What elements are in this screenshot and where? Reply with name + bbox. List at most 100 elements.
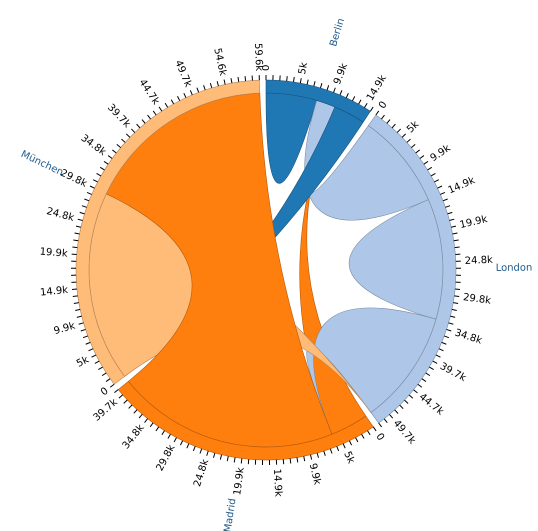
tick-label: 29.8k bbox=[155, 443, 178, 473]
tick-mark bbox=[364, 103, 368, 108]
tick-label: 54.6k bbox=[211, 47, 228, 77]
tick-mark bbox=[75, 225, 81, 228]
tick-mark bbox=[411, 144, 416, 149]
tick-mark bbox=[82, 335, 88, 339]
tick-mark bbox=[449, 218, 455, 221]
tick-label: 24.8k bbox=[465, 255, 494, 267]
tick-mark bbox=[339, 90, 343, 96]
tick-mark bbox=[77, 218, 83, 221]
tick-label: 9.9k bbox=[53, 320, 77, 337]
tick-label: 39.7k bbox=[438, 361, 468, 384]
tick-mark bbox=[437, 185, 443, 189]
tick-label: 9.9k bbox=[307, 462, 323, 486]
tick-mark bbox=[303, 456, 306, 462]
tick-mark bbox=[326, 85, 330, 91]
tick-mark bbox=[116, 144, 121, 149]
tick-mark bbox=[76, 315, 82, 318]
tick-mark bbox=[399, 404, 404, 409]
tick-mark bbox=[451, 308, 457, 311]
tick-mark bbox=[421, 378, 427, 382]
tick-label: 24.8k bbox=[45, 206, 75, 224]
tick-mark bbox=[306, 79, 309, 85]
tick-mark bbox=[79, 211, 85, 215]
tick-mark bbox=[319, 83, 323, 89]
tick-mark bbox=[441, 341, 447, 345]
tick-label: 5k bbox=[75, 354, 91, 369]
tick-mark bbox=[167, 433, 171, 439]
tick-mark bbox=[375, 110, 380, 116]
tick-mark bbox=[313, 81, 316, 87]
tick-mark bbox=[73, 302, 79, 304]
tick-mark bbox=[394, 409, 399, 414]
chords-layer bbox=[88, 92, 444, 448]
tick-label: 44.7k bbox=[136, 77, 161, 107]
tick-mark bbox=[434, 179, 440, 183]
tick-label: 0 bbox=[99, 386, 111, 399]
tick-mark bbox=[89, 185, 95, 189]
tick-label: 49.7k bbox=[172, 59, 193, 89]
group-label-münchen: München bbox=[19, 149, 65, 179]
tick-mark bbox=[98, 366, 103, 371]
tick-mark bbox=[329, 448, 333, 454]
tick-mark bbox=[125, 133, 131, 138]
tick-mark bbox=[419, 155, 425, 159]
tick-mark bbox=[183, 92, 187, 98]
tick-mark bbox=[85, 341, 91, 345]
tick-label: 39.7k bbox=[91, 397, 120, 424]
tick-mark bbox=[345, 93, 349, 99]
group-arc-münchen[interactable] bbox=[75, 79, 261, 385]
tick-mark bbox=[199, 448, 203, 454]
tick-mark bbox=[99, 166, 105, 171]
tick-mark bbox=[114, 389, 119, 394]
tick-label: 44.7k bbox=[417, 391, 446, 417]
group-label-berlin: Berlin bbox=[328, 17, 347, 48]
tick-mark bbox=[289, 458, 292, 464]
tick-mark bbox=[158, 106, 163, 112]
tick-mark bbox=[226, 456, 229, 462]
tick-mark bbox=[408, 394, 414, 399]
tick-mark bbox=[446, 328, 452, 332]
tick-mark bbox=[152, 110, 157, 116]
tick-mark bbox=[72, 246, 78, 249]
tick-label: 39.7k bbox=[105, 102, 132, 130]
tick-label: 49.7k bbox=[391, 418, 418, 447]
tick-label: 59.6k bbox=[252, 43, 264, 72]
tick-mark bbox=[429, 366, 434, 371]
tick-mark bbox=[203, 85, 206, 91]
tick-mark bbox=[149, 422, 154, 428]
group-arc-berlin[interactable] bbox=[265, 79, 371, 123]
tick-mark bbox=[423, 160, 429, 165]
tick-mark bbox=[367, 430, 371, 436]
tick-mark bbox=[144, 418, 149, 423]
tick-mark bbox=[372, 426, 377, 432]
tick-mark bbox=[112, 149, 117, 154]
tick-mark bbox=[96, 173, 102, 177]
tick-mark bbox=[121, 138, 126, 143]
tick-mark bbox=[293, 76, 295, 83]
tick-label: 19.9k bbox=[39, 246, 68, 259]
tick-mark bbox=[105, 378, 111, 382]
tick-mark bbox=[107, 155, 113, 159]
tick-mark bbox=[358, 99, 362, 105]
tick-mark bbox=[216, 81, 219, 87]
tick-mark bbox=[445, 205, 451, 208]
group-arc-madrid[interactable] bbox=[117, 380, 374, 461]
tick-mark bbox=[333, 87, 336, 93]
tick-mark bbox=[101, 372, 107, 377]
tick-label: 29.8k bbox=[462, 292, 491, 307]
tick-mark bbox=[161, 430, 165, 436]
tick-mark bbox=[348, 440, 353, 446]
tick-label: 14.9k bbox=[40, 285, 69, 299]
tick-mark bbox=[435, 354, 441, 358]
tick-mark bbox=[244, 76, 247, 82]
tick-label: 34.8k bbox=[121, 422, 147, 451]
tick-mark bbox=[192, 446, 196, 452]
tick-mark bbox=[240, 458, 243, 464]
tick-label: 0 bbox=[377, 100, 390, 112]
group-arc-london[interactable] bbox=[367, 114, 457, 424]
tick-mark bbox=[452, 232, 458, 235]
tick-mark bbox=[383, 418, 388, 424]
tick-label: 24.8k bbox=[192, 458, 211, 488]
tick-mark bbox=[448, 322, 454, 325]
